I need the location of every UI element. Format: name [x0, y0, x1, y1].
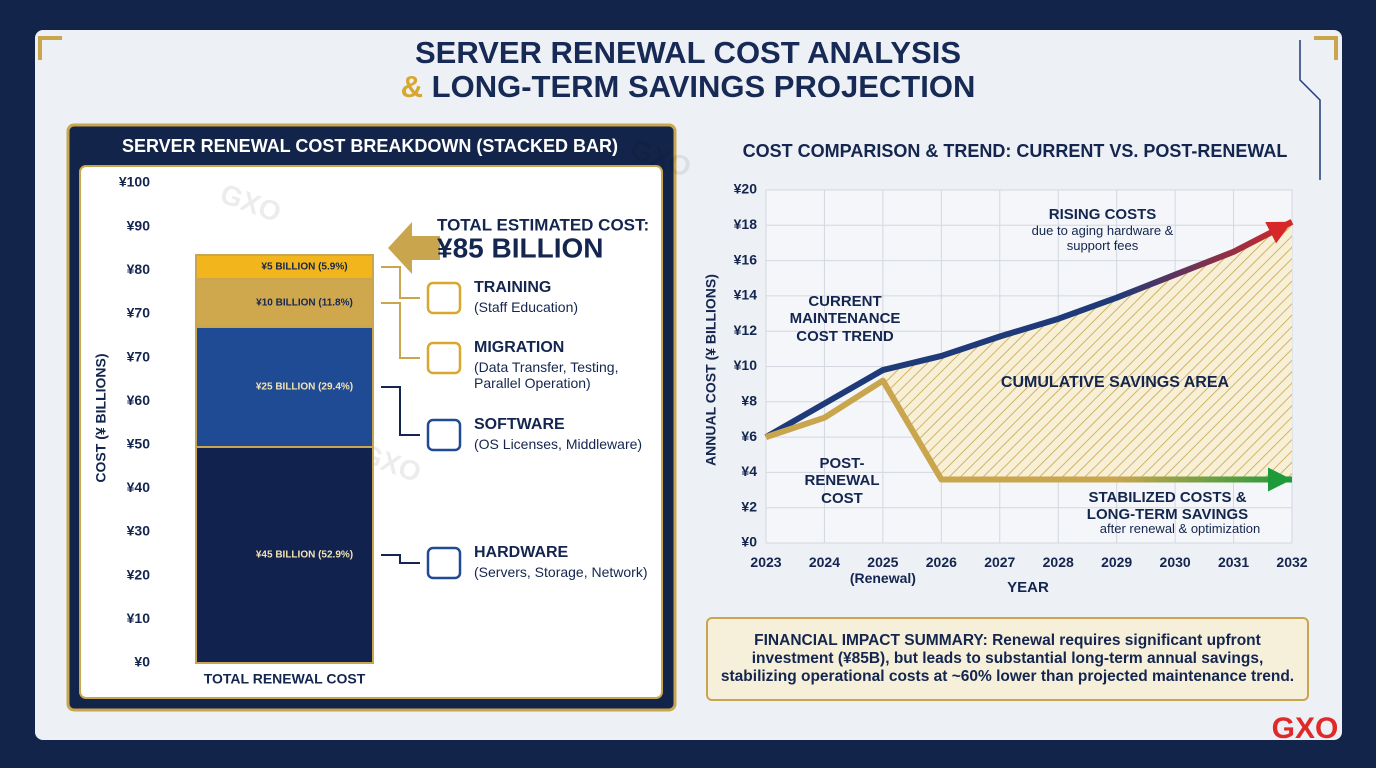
annotation-title: RISING COSTS — [1048, 206, 1157, 223]
callout-connector — [381, 386, 420, 436]
x-tick-label: 2028 — [1042, 554, 1074, 570]
y-tick-label: ¥100 — [119, 174, 150, 190]
x-tick-label: 2025 (Renewal) — [849, 554, 916, 587]
callout-connector — [381, 302, 420, 359]
annotation-title: CUMULATIVE SAVINGS AREA — [1000, 374, 1230, 391]
summary-box: FINANCIAL IMPACT SUMMARY: Renewal requir… — [706, 617, 1309, 701]
legend-description: (Servers, Storage, Network) — [474, 564, 648, 580]
annotation-title: STABILIZED COSTS & LONG-TERM SAVINGS — [1086, 489, 1249, 524]
corner-ornament — [1314, 36, 1338, 60]
callout-connector — [381, 266, 420, 299]
y-tick-label: ¥90 — [127, 217, 151, 233]
y-tick-label: ¥10 — [127, 610, 151, 626]
y-axis-label: ANNUAL COST (¥ BILLIONS) — [703, 274, 719, 466]
series-label: CURRENT MAINTENANCE COST TREND — [789, 293, 901, 345]
y-tick-label: ¥4 — [741, 463, 757, 479]
y-tick-label: ¥80 — [127, 261, 151, 277]
savings-area — [882, 221, 1292, 480]
x-tick-label: TOTAL RENEWAL COST — [204, 671, 366, 687]
y-tick-label: ¥6 — [741, 428, 757, 444]
y-tick-label: ¥60 — [127, 392, 151, 408]
y-tick-label: ¥8 — [741, 393, 757, 409]
legend-description: (Data Transfer, Testing, Parallel Operat… — [474, 359, 619, 392]
corner-ornament — [38, 36, 62, 60]
y-tick-label: ¥0 — [134, 654, 150, 670]
summary-text: Renewal requires significant upfront inv… — [720, 632, 1295, 685]
x-tick-label: 2023 — [750, 554, 782, 570]
legend-name: TRAINING — [474, 279, 551, 296]
y-tick-label: ¥20 — [734, 181, 758, 197]
x-axis-label: YEAR — [1007, 579, 1049, 596]
y-tick-label: ¥18 — [734, 216, 758, 232]
x-tick-label: 2031 — [1217, 554, 1250, 570]
annotation-note: after renewal & optimization — [1099, 521, 1261, 536]
callout-connector — [381, 554, 420, 564]
logo: GXO — [1272, 712, 1339, 745]
bar-segment — [195, 254, 374, 280]
legend-description: (OS Licenses, Middleware) — [474, 436, 643, 452]
legend-description: (Staff Education) — [474, 299, 579, 315]
main-title: SERVER RENEWAL COST ANALYSIS — [415, 35, 961, 70]
value-label: ¥10 BILLION (11.8%) — [256, 298, 353, 309]
total-arrow — [388, 222, 440, 274]
y-tick-label: ¥0 — [741, 534, 757, 550]
series-line — [764, 219, 1294, 440]
y-tick-label: ¥2 — [741, 498, 757, 514]
annotation-note: due to aging hardware & support fees — [1031, 223, 1174, 253]
y-axis-label: COST (¥ BILLIONS) — [93, 353, 109, 482]
y-tick-label: ¥70 — [127, 348, 151, 364]
x-tick-label: 2027 — [984, 554, 1016, 570]
x-tick-label: 2026 — [925, 554, 957, 570]
callout-icon — [426, 341, 462, 375]
legend-name: SOFTWARE — [474, 416, 565, 433]
x-tick-label: 2024 — [808, 554, 841, 570]
legend-name: HARDWARE — [474, 544, 569, 561]
title-line-2: LONG-TERM SAVINGS PROJECTION — [432, 69, 976, 104]
y-tick-label: ¥40 — [127, 479, 151, 495]
bar-segment — [195, 278, 374, 328]
title-ampersand: & — [401, 69, 423, 104]
callout-icon — [426, 546, 462, 580]
bar-segment — [195, 326, 374, 448]
series-label: POST-RENEWAL COST — [804, 455, 880, 507]
circuit-ornament — [1299, 40, 1321, 180]
y-tick-label: ¥30 — [127, 523, 151, 539]
series-line — [765, 377, 1292, 483]
y-tick-label: ¥12 — [734, 322, 758, 338]
arrow-head — [1268, 467, 1292, 492]
value-label: ¥25 BILLION (29.4%) — [256, 382, 353, 393]
y-tick-label: ¥70 — [127, 305, 151, 321]
summary-heading: FINANCIAL IMPACT SUMMARY: — [754, 632, 988, 650]
arrow-head — [1265, 221, 1292, 244]
line-chart-title: COST COMPARISON & TREND: CURRENT VS. POS… — [743, 141, 1288, 161]
x-tick-label: 2029 — [1101, 554, 1133, 570]
x-tick-label: 2032 — [1276, 554, 1308, 570]
y-tick-label: ¥20 — [127, 566, 151, 582]
callout-icon — [426, 418, 462, 452]
y-tick-label: ¥50 — [127, 435, 151, 451]
total-value: ¥85 BILLION — [437, 232, 603, 263]
value-label: ¥45 BILLION (52.9%) — [256, 550, 353, 561]
x-tick-label: 2030 — [1159, 554, 1191, 570]
total-title: TOTAL ESTIMATED COST: — [437, 215, 649, 234]
y-tick-label: ¥16 — [734, 251, 758, 267]
value-label: ¥5 BILLION (5.9%) — [261, 262, 347, 273]
bar-chart-title: SERVER RENEWAL COST BREAKDOWN (STACKED B… — [122, 136, 618, 156]
y-tick-label: ¥10 — [734, 357, 758, 373]
legend-name: MIGRATION — [474, 339, 564, 356]
callout-icon — [426, 281, 462, 315]
y-tick-label: ¥14 — [734, 287, 758, 303]
main-title: & LONG-TERM SAVINGS PROJECTION — [401, 69, 976, 104]
